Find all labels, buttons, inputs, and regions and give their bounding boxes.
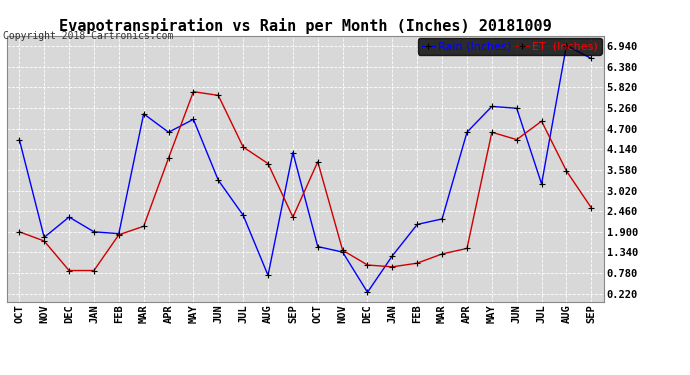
- ET  (Inches): [314, 159, 322, 164]
- ET  (Inches): [15, 230, 23, 234]
- Rain (Inches): [339, 250, 347, 254]
- Rain (Inches): [164, 130, 172, 135]
- ET  (Inches): [65, 268, 73, 273]
- Rain (Inches): [364, 290, 372, 294]
- Rain (Inches): [40, 235, 48, 240]
- ET  (Inches): [538, 119, 546, 123]
- ET  (Inches): [214, 93, 222, 98]
- ET  (Inches): [288, 215, 297, 219]
- Rain (Inches): [189, 117, 197, 122]
- Rain (Inches): [15, 137, 23, 142]
- ET  (Inches): [513, 137, 521, 142]
- Rain (Inches): [214, 178, 222, 182]
- Rain (Inches): [538, 182, 546, 186]
- Rain (Inches): [115, 231, 123, 236]
- ET  (Inches): [364, 263, 372, 267]
- Line: Rain (Inches): Rain (Inches): [17, 43, 594, 295]
- ET  (Inches): [388, 265, 397, 269]
- Rain (Inches): [90, 230, 98, 234]
- ET  (Inches): [239, 145, 247, 149]
- ET  (Inches): [587, 206, 595, 210]
- Rain (Inches): [288, 150, 297, 155]
- Rain (Inches): [388, 254, 397, 258]
- ET  (Inches): [189, 89, 197, 94]
- ET  (Inches): [40, 239, 48, 243]
- Rain (Inches): [314, 244, 322, 249]
- Rain (Inches): [264, 273, 272, 278]
- ET  (Inches): [90, 268, 98, 273]
- Title: Evapotranspiration vs Rain per Month (Inches) 20181009: Evapotranspiration vs Rain per Month (In…: [59, 18, 552, 34]
- Rain (Inches): [488, 104, 496, 109]
- ET  (Inches): [339, 248, 347, 252]
- Rain (Inches): [239, 213, 247, 217]
- Rain (Inches): [463, 130, 471, 135]
- Rain (Inches): [139, 111, 148, 116]
- Rain (Inches): [562, 44, 571, 48]
- Rain (Inches): [65, 215, 73, 219]
- Text: Copyright 2018 Cartronics.com: Copyright 2018 Cartronics.com: [3, 32, 174, 41]
- Rain (Inches): [587, 56, 595, 61]
- ET  (Inches): [562, 169, 571, 173]
- ET  (Inches): [139, 224, 148, 228]
- ET  (Inches): [438, 252, 446, 256]
- ET  (Inches): [164, 156, 172, 160]
- ET  (Inches): [264, 161, 272, 166]
- ET  (Inches): [115, 232, 123, 237]
- Rain (Inches): [513, 106, 521, 111]
- ET  (Inches): [413, 261, 422, 266]
- ET  (Inches): [463, 246, 471, 250]
- Rain (Inches): [438, 217, 446, 221]
- ET  (Inches): [488, 130, 496, 135]
- Line: ET  (Inches): ET (Inches): [17, 89, 594, 273]
- Rain (Inches): [413, 222, 422, 226]
- Legend: Rain (Inches), ET  (Inches): Rain (Inches), ET (Inches): [418, 38, 602, 54]
